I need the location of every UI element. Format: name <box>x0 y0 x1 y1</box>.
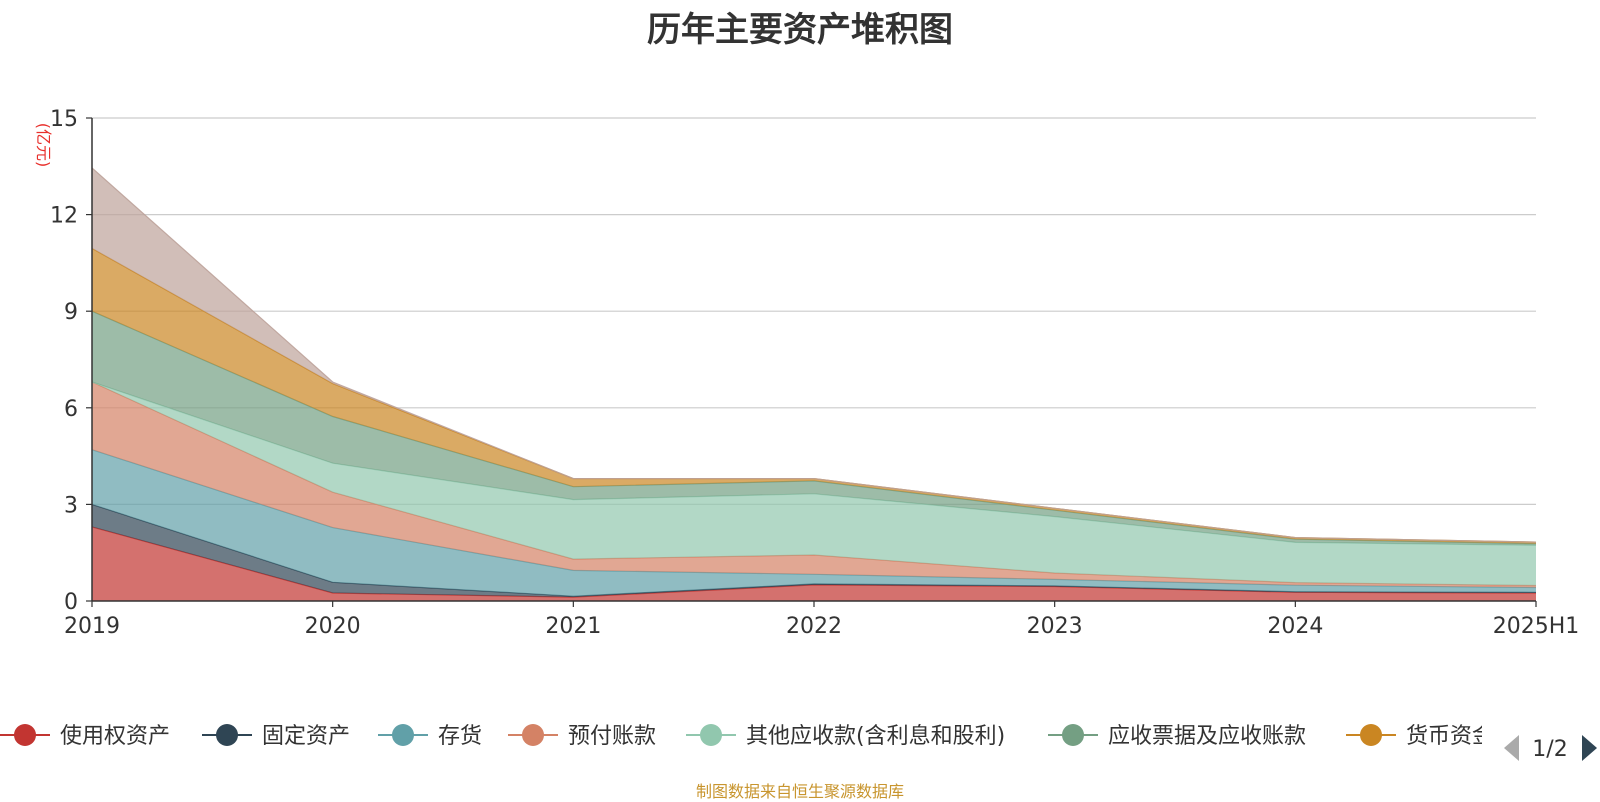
legend-pager: 1/2 <box>1504 735 1597 762</box>
legend-label: 固定资产 <box>262 724 350 749</box>
legend-label: 使用权资产 <box>60 724 170 749</box>
x-tick-label: 2021 <box>545 614 601 639</box>
area-series-line-7 <box>91 167 1537 543</box>
y-tick-label: 12 <box>50 204 78 229</box>
legend-item[interactable]: 存货 <box>378 724 482 749</box>
x-tick-label: 2019 <box>64 614 120 639</box>
legend-label: 其他应收款(含利息和股利) <box>746 724 1005 749</box>
y-tick-label: 15 <box>50 107 78 132</box>
legend-label: 存货 <box>438 724 482 749</box>
legend-label: 预付账款 <box>568 724 656 749</box>
legend: 使用权资产 固定资产 存货 预付账款 其他应收款(含利息和股利) 应收票据及应收账款 货币资… <box>0 724 1494 749</box>
area-series-4 <box>92 382 1536 586</box>
legend-marker-icon <box>1062 724 1084 746</box>
legend-item[interactable]: 固定资产 <box>202 724 350 749</box>
area-series-0 <box>92 526 1536 601</box>
area-series-3 <box>92 382 1536 588</box>
x-tick-label: 2020 <box>305 614 361 639</box>
legend-marker-icon <box>14 724 36 746</box>
legend-item[interactable]: 预付账款 <box>508 724 656 749</box>
legend-marker-icon <box>700 724 722 746</box>
legend-prev-icon[interactable] <box>1504 735 1519 761</box>
y-axis-unit-label: (亿元) <box>34 123 53 168</box>
legend-label: 货币资金 <box>1406 724 1494 749</box>
legend-item[interactable]: 应收票据及应收账款 <box>1048 724 1306 749</box>
legend-item[interactable]: 使用权资产 <box>0 724 170 749</box>
y-tick-label: 0 <box>64 590 78 615</box>
legend-items: 使用权资产 固定资产 存货 预付账款 其他应收款(含利息和股利) 应收票据及应收账款 货币资… <box>0 724 1494 749</box>
legend-marker-icon <box>1360 724 1382 746</box>
x-tick-label: 2024 <box>1267 614 1323 639</box>
legend-marker-icon <box>392 724 414 746</box>
x-tick-label: 2022 <box>786 614 842 639</box>
source-note: 制图数据来自恒生聚源数据库 <box>695 782 904 801</box>
x-ticks: 2019 2020 2021 2022 2023 2024 2025H1 <box>64 601 1579 639</box>
legend-next-icon[interactable] <box>1582 735 1597 761</box>
legend-marker-icon <box>216 724 238 746</box>
legend-item[interactable]: 货币资金 <box>1346 724 1494 749</box>
legend-page-indicator: 1/2 <box>1532 737 1567 762</box>
stacked-areas <box>91 167 1537 601</box>
y-tick-label: 9 <box>64 300 78 325</box>
chart-title: 历年主要资产堆积图 <box>647 10 953 50</box>
x-tick-label: 2025H1 <box>1493 614 1580 639</box>
area-series-2 <box>92 449 1536 597</box>
y-ticks: 0 3 6 9 12 15 <box>50 107 92 615</box>
x-tick-label: 2023 <box>1027 614 1083 639</box>
legend-marker-icon <box>522 724 544 746</box>
y-tick-label: 6 <box>64 397 78 422</box>
legend-item[interactable]: 其他应收款(含利息和股利) <box>686 724 1005 749</box>
y-tick-label: 3 <box>64 493 78 518</box>
legend-label: 应收票据及应收账款 <box>1108 724 1306 749</box>
